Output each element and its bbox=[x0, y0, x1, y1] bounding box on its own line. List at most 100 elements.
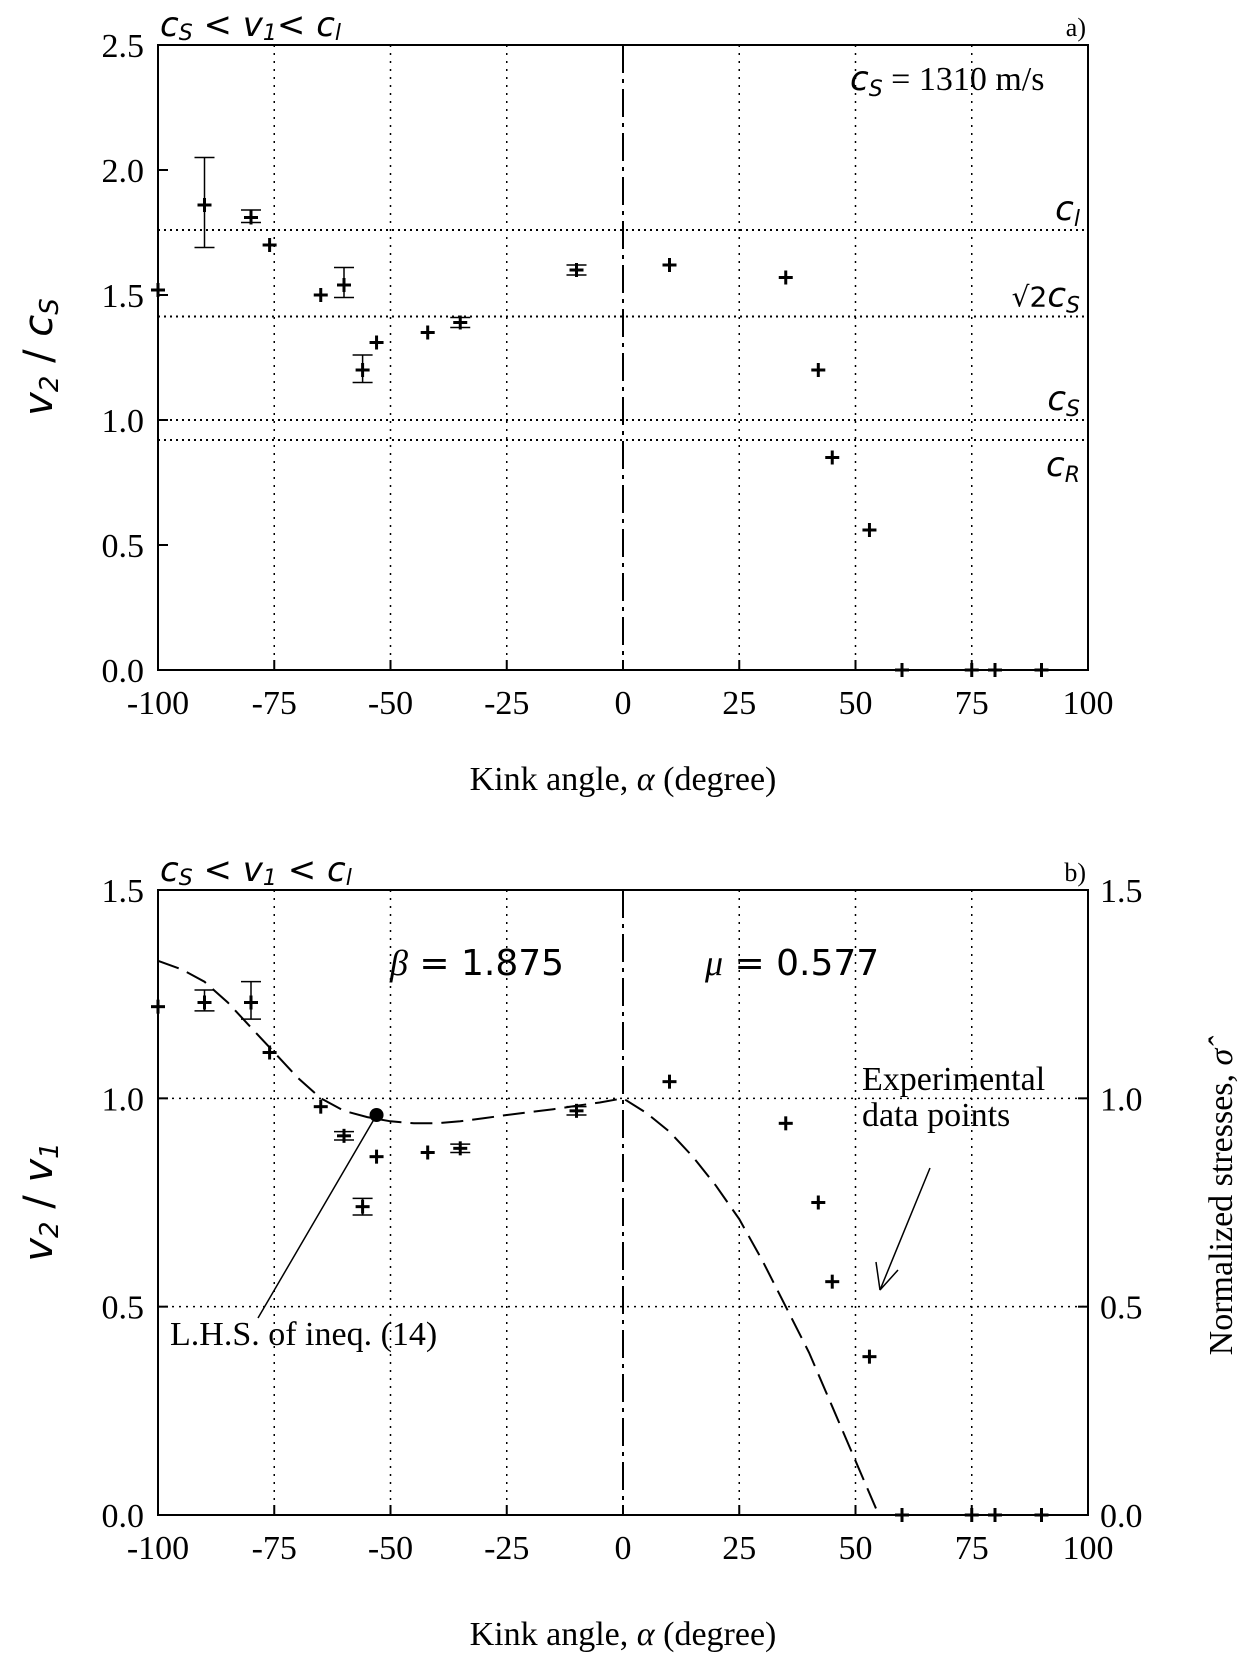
y2-tick-label: 1.5 bbox=[1100, 873, 1143, 910]
data-point bbox=[194, 989, 215, 1012]
y-tick-label: 1.5 bbox=[102, 873, 145, 910]
x-tick-label: 50 bbox=[839, 685, 873, 722]
x-axis-label: Kink angle, α (degree) bbox=[470, 761, 777, 798]
x-tick-label: -25 bbox=[484, 685, 529, 722]
y2-tick-label: 0.0 bbox=[1100, 1498, 1143, 1535]
data-point bbox=[262, 238, 277, 252]
x-tick-label: 50 bbox=[839, 1530, 873, 1567]
ticks: -100 -75 -50 -25 0 25 50 75 100 0.0 0.5 1.0 1.5 2.0 2.… bbox=[102, 28, 1114, 722]
data-point bbox=[566, 1103, 587, 1118]
data-point bbox=[369, 1149, 384, 1164]
data-point bbox=[334, 1128, 354, 1143]
data-point bbox=[262, 1045, 277, 1060]
x-tick-label: -25 bbox=[484, 1530, 529, 1567]
data-point bbox=[352, 1197, 373, 1216]
y-tick-label: 0.5 bbox=[102, 528, 145, 565]
data-point bbox=[811, 1195, 826, 1210]
data-point bbox=[895, 1508, 909, 1522]
data-point bbox=[778, 1116, 793, 1131]
panel-b: -100 -75 -50 -25 0 25 50 75 1000.00.51.01.50.00.… bbox=[16, 850, 1240, 1653]
x-tick-label: 75 bbox=[955, 685, 989, 722]
x-tick-label: -100 bbox=[127, 685, 189, 722]
x-tick-label: 0 bbox=[615, 685, 632, 722]
experimental-annotation-line2: data points bbox=[862, 1097, 1010, 1134]
x-tick-label: -50 bbox=[368, 1530, 413, 1567]
reference-lines: cl √2cS cS cR bbox=[158, 189, 1088, 488]
lhs-leader-line bbox=[257, 1114, 378, 1319]
y-tick-label: 1.5 bbox=[102, 278, 145, 315]
y-tick-label: 2.0 bbox=[102, 153, 145, 190]
data-point bbox=[369, 335, 384, 350]
x-tick-label: 0 bbox=[615, 1530, 632, 1567]
y-tick-label: 1.0 bbox=[102, 403, 145, 440]
reference-line-label: cR bbox=[1046, 445, 1080, 488]
normalized-stress-curve bbox=[157, 959, 880, 1516]
data-point bbox=[825, 450, 840, 465]
data-point bbox=[420, 1145, 435, 1160]
data-point bbox=[194, 156, 215, 249]
data-point bbox=[825, 1274, 840, 1289]
x-tick-label: -100 bbox=[127, 1530, 189, 1567]
data-points bbox=[151, 980, 1049, 1522]
y-axis-label: v2 / v1 bbox=[16, 1142, 65, 1261]
ticks: -100 -75 -50 -25 0 25 50 75 1000.00.51.01.50.00.… bbox=[102, 873, 1143, 1567]
data-point bbox=[566, 263, 587, 277]
data-point bbox=[151, 999, 165, 1014]
data-point bbox=[450, 1141, 471, 1156]
grid bbox=[273, 45, 973, 670]
panel-title: cS < v1< cl bbox=[160, 5, 341, 46]
data-points bbox=[151, 156, 1049, 677]
data-point bbox=[450, 315, 471, 330]
data-point bbox=[420, 325, 435, 340]
panel-title: cS < v1 < cl bbox=[160, 850, 352, 891]
reference-line-label: cS bbox=[1047, 379, 1080, 422]
data-point bbox=[313, 288, 328, 302]
panel-a: cl √2cS cS cR -100 -75 -50 -25 0 25 50 75 100 0.0 0.5… bbox=[16, 5, 1114, 798]
data-point bbox=[662, 1074, 677, 1089]
beta-parameter: β = 1.875 bbox=[389, 943, 564, 984]
data-point bbox=[778, 270, 793, 285]
y-tick-label: 0.0 bbox=[102, 653, 145, 690]
data-point bbox=[862, 1349, 877, 1364]
reference-line-label: √2cS bbox=[1012, 276, 1080, 319]
x-tick-label: 100 bbox=[1063, 1530, 1114, 1567]
data-point bbox=[811, 363, 826, 377]
data-point bbox=[1034, 1508, 1049, 1522]
experimental-arrow-shaft bbox=[879, 1167, 931, 1291]
experimental-arrow-head bbox=[875, 1261, 899, 1291]
shear-speed-annotation: cS = 1310 m/s bbox=[850, 59, 1044, 102]
data-point bbox=[352, 354, 373, 384]
x-tick-label: 25 bbox=[722, 685, 756, 722]
data-point bbox=[895, 663, 909, 677]
y-tick-label: 1.0 bbox=[102, 1081, 145, 1118]
y-tick-label: 0.0 bbox=[102, 1498, 145, 1535]
mu-parameter: μ = 0.577 bbox=[704, 943, 879, 984]
data-point bbox=[662, 258, 677, 272]
data-point bbox=[313, 1099, 328, 1114]
data-point bbox=[964, 1508, 979, 1522]
data-point bbox=[241, 209, 261, 225]
reference-line-label: cl bbox=[1055, 189, 1080, 232]
data-point bbox=[988, 1508, 1002, 1522]
y-tick-label: 0.5 bbox=[102, 1290, 145, 1327]
x-tick-label: 25 bbox=[722, 1530, 756, 1567]
y2-axis-label: Normalized stresses, σ̂ bbox=[1203, 1036, 1240, 1356]
data-point bbox=[241, 980, 261, 1020]
panel-label: a) bbox=[1066, 13, 1086, 42]
data-point bbox=[334, 266, 354, 299]
data-point bbox=[151, 283, 165, 297]
y2-tick-label: 0.5 bbox=[1100, 1290, 1143, 1327]
data-point bbox=[964, 663, 979, 677]
x-tick-label: 100 bbox=[1063, 685, 1114, 722]
lhs-annotation: L.H.S. of ineq. (14) bbox=[170, 1316, 437, 1353]
y-axis-label: v2 / cS bbox=[16, 298, 65, 416]
x-tick-label: -75 bbox=[252, 685, 297, 722]
x-tick-label: -75 bbox=[252, 1530, 297, 1567]
x-tick-label: 75 bbox=[955, 1530, 989, 1567]
data-point bbox=[988, 663, 1002, 677]
x-axis-label: Kink angle, α (degree) bbox=[470, 1616, 777, 1653]
grid bbox=[158, 890, 1088, 1515]
y-tick-label: 2.5 bbox=[102, 28, 145, 65]
y2-tick-label: 1.0 bbox=[1100, 1081, 1143, 1118]
